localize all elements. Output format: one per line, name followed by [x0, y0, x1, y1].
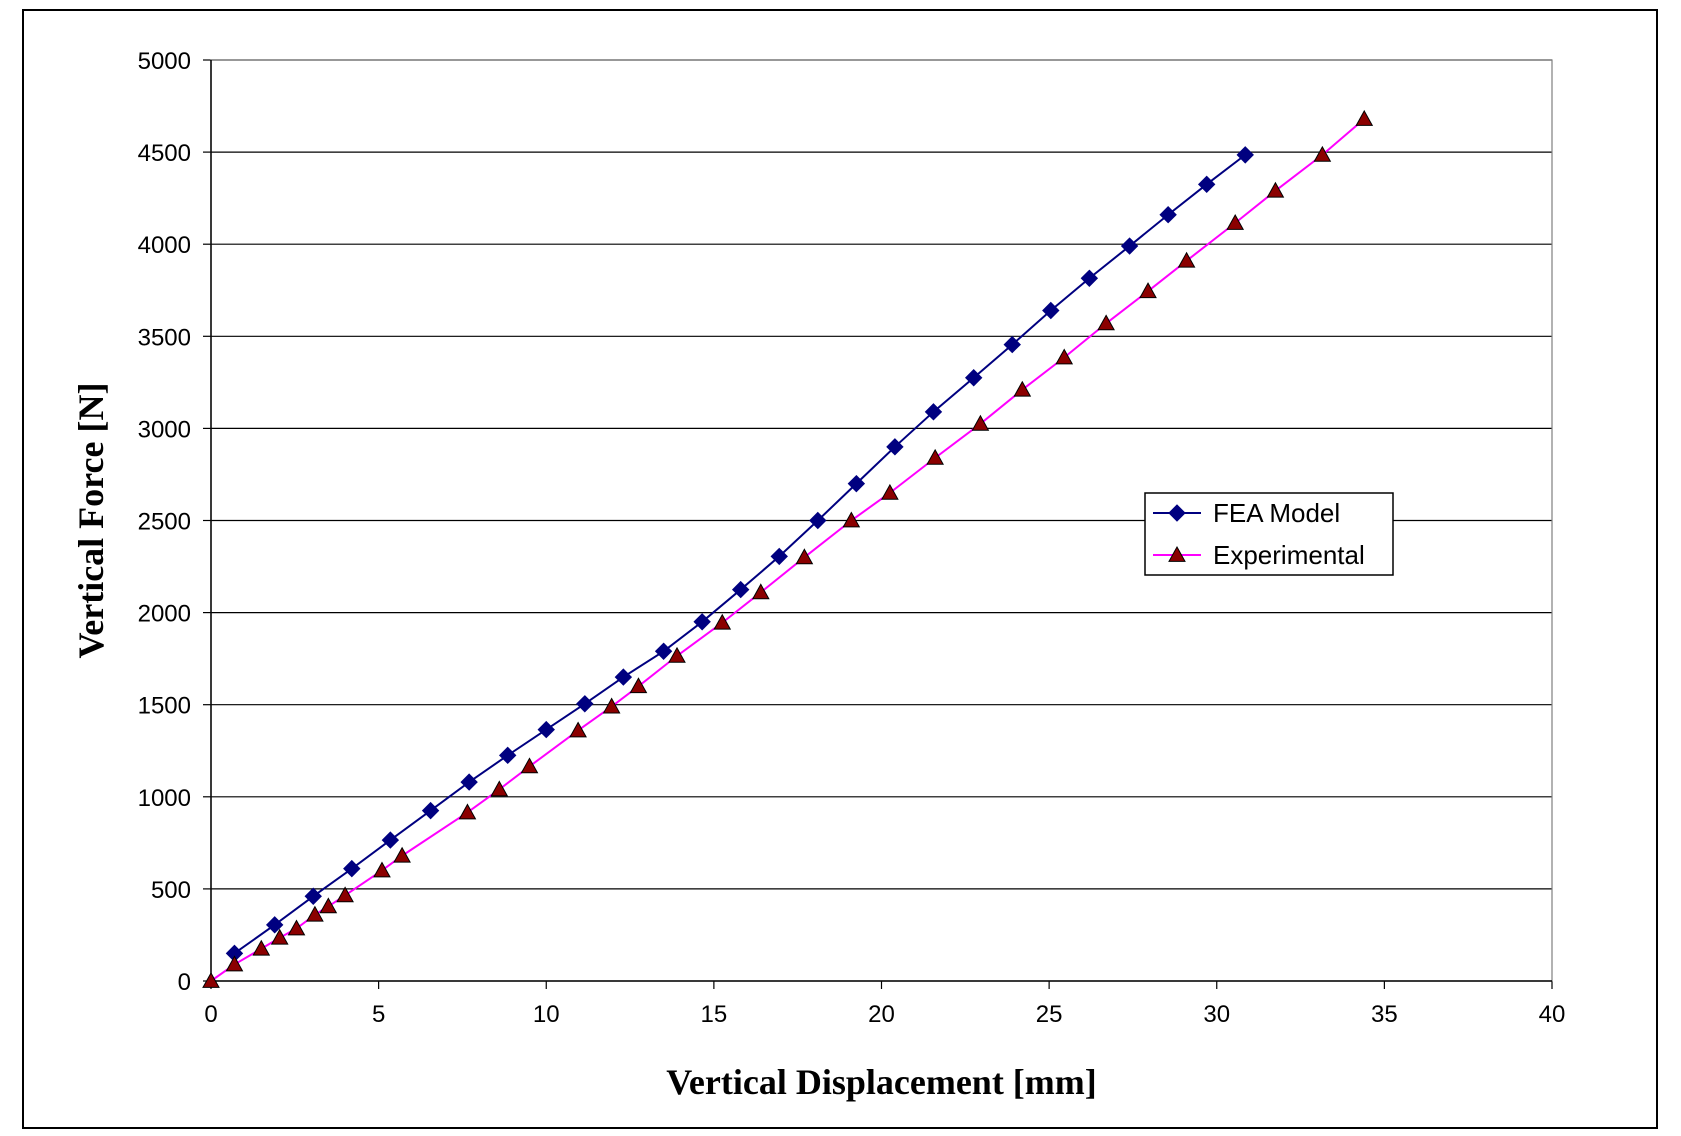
y-tick-label: 3500: [138, 324, 191, 351]
y-tick-label: 1000: [138, 785, 191, 812]
y-tick-label: 1500: [138, 693, 191, 720]
data-point: [1236, 146, 1254, 164]
data-point: [731, 580, 750, 599]
data-point: [1120, 237, 1139, 255]
data-point: [602, 697, 621, 714]
legend-label: FEA Model: [1213, 498, 1340, 528]
data-point: [576, 695, 594, 713]
data-point: [304, 887, 322, 905]
legend-box: [1144, 492, 1394, 576]
x-tick-label: 25: [1036, 1001, 1063, 1028]
data-point: [629, 677, 648, 694]
y-tick-label: 2000: [138, 601, 191, 628]
data-point: [654, 642, 673, 660]
data-point: [287, 919, 306, 936]
data-point: [1097, 314, 1115, 331]
data-point: [1197, 175, 1216, 194]
x-tick-label: 15: [701, 1001, 728, 1028]
series-experimental: [202, 109, 1374, 988]
data-point: [270, 928, 289, 945]
data-point: [460, 773, 478, 791]
data-point: [1080, 269, 1099, 287]
data-point: [569, 721, 587, 738]
data-point: [1355, 109, 1374, 126]
data-point: [1013, 380, 1032, 397]
data-point: [1003, 335, 1021, 354]
legend-item: FEA Model: [1153, 498, 1340, 528]
data-point: [924, 403, 943, 421]
x-tick-label: 10: [533, 1001, 560, 1028]
y-tick-label: 5000: [138, 48, 191, 75]
y-tick-label: 2500: [138, 509, 191, 536]
data-point: [319, 897, 338, 914]
data-point: [520, 757, 539, 774]
legend-label: Experimental: [1213, 540, 1365, 570]
data-point: [693, 613, 711, 631]
x-tick-label: 40: [1539, 1001, 1566, 1028]
y-tick-label: 3000: [138, 416, 191, 443]
data-point: [1139, 282, 1157, 299]
legend: FEA Model Experimental: [1144, 492, 1394, 576]
data-point: [1042, 301, 1060, 320]
data-point: [252, 939, 271, 956]
data-point: [202, 971, 220, 988]
x-axis-title: Vertical Displacement [mm]: [666, 1062, 1097, 1102]
data-point: [498, 746, 517, 765]
legend-items: FEA Model Experimental: [1153, 498, 1365, 570]
data-point: [373, 861, 391, 878]
y-axis-title: Vertical Force [N]: [71, 383, 111, 659]
data-point: [225, 955, 244, 972]
axes: [210, 59, 1553, 982]
x-tick-label: 0: [204, 1001, 217, 1028]
data-point: [306, 905, 324, 922]
data-point: [809, 511, 827, 530]
data-point: [971, 414, 990, 431]
data-point: [381, 831, 400, 849]
data-point: [537, 720, 555, 739]
data-point: [713, 613, 732, 630]
data-point: [1226, 213, 1245, 230]
data-point: [881, 483, 899, 500]
x-tick-label: 35: [1371, 1001, 1398, 1028]
series-group: [202, 109, 1374, 988]
x-tick-labels: 0 5 10 15 20 25 30 35 40: [204, 1001, 1565, 1028]
data-point: [751, 583, 770, 600]
y-tick-label: 4500: [138, 140, 191, 167]
data-point: [1159, 206, 1177, 224]
data-point: [926, 448, 944, 465]
data-point: [265, 916, 284, 934]
legend-marker: [1168, 545, 1186, 562]
data-point: [886, 438, 904, 456]
data-point: [336, 886, 354, 903]
y-tick-label: 500: [151, 877, 191, 904]
data-point: [490, 780, 509, 797]
data-point: [343, 859, 361, 878]
data-point: [1055, 348, 1074, 365]
data-point: [795, 548, 814, 565]
data-point: [614, 668, 633, 686]
x-tick-label: 30: [1203, 1001, 1230, 1028]
data-point: [458, 803, 477, 820]
data-point: [421, 801, 440, 820]
y-tick-label: 0: [178, 969, 191, 996]
data-point: [668, 646, 686, 663]
data-point: [842, 511, 861, 528]
x-tick-label: 20: [868, 1001, 895, 1028]
legend-item: Experimental: [1153, 540, 1365, 570]
y-tick-label: 4000: [138, 232, 191, 259]
data-point: [964, 369, 983, 387]
data-point: [1313, 145, 1332, 162]
series-fea-model: [225, 146, 1254, 963]
data-point: [847, 474, 866, 493]
data-point: [393, 846, 411, 863]
y-tick-labels: 0 500 1000 1500 2000 2500 3000 3500 4000 4500 5000: [138, 48, 191, 996]
data-point: [1266, 181, 1285, 198]
x-tick-label: 5: [372, 1001, 385, 1028]
data-point: [1177, 251, 1196, 268]
legend-marker: [1168, 504, 1186, 522]
data-point: [770, 547, 788, 566]
